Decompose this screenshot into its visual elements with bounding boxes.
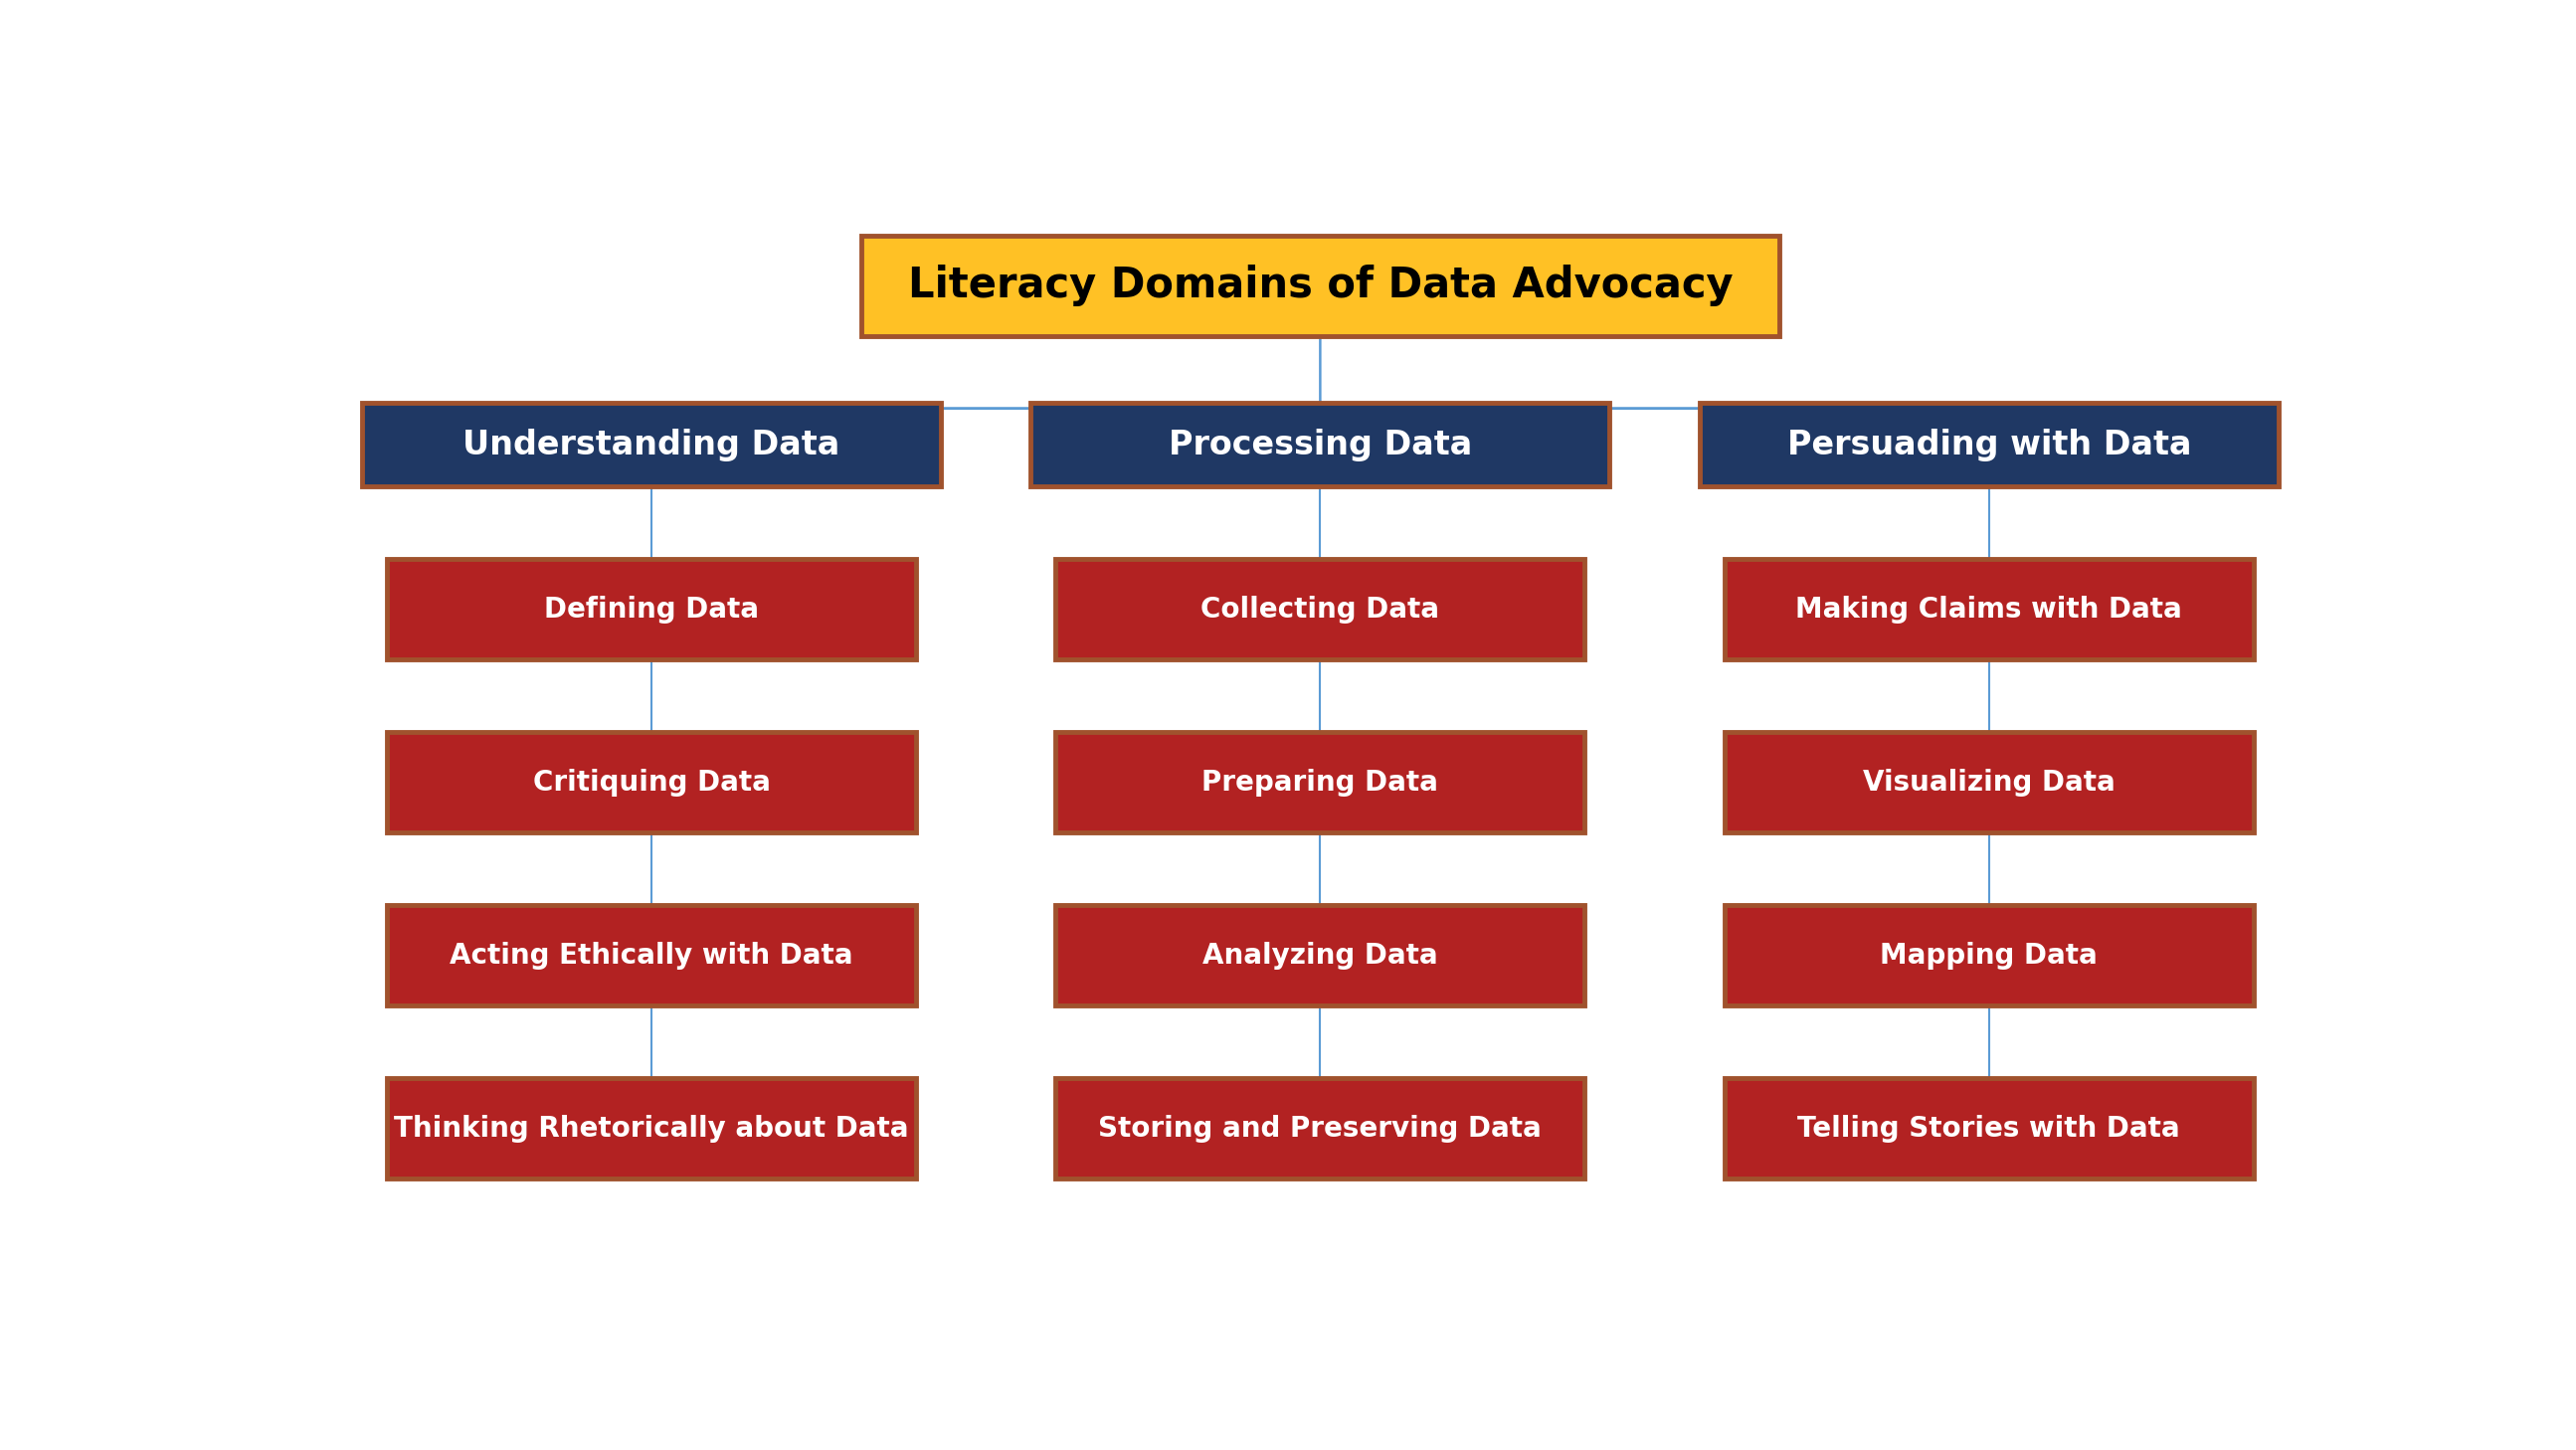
FancyBboxPatch shape — [1723, 905, 2254, 1006]
FancyBboxPatch shape — [1723, 560, 2254, 660]
Text: Preparing Data: Preparing Data — [1203, 768, 1437, 796]
FancyBboxPatch shape — [361, 403, 940, 487]
FancyBboxPatch shape — [1723, 732, 2254, 832]
Text: Analyzing Data: Analyzing Data — [1203, 941, 1437, 970]
Text: Persuading with Data: Persuading with Data — [1788, 428, 2192, 461]
Text: Visualizing Data: Visualizing Data — [1862, 768, 2115, 796]
Text: Defining Data: Defining Data — [544, 596, 760, 623]
FancyBboxPatch shape — [1030, 403, 1610, 487]
Text: Storing and Preserving Data: Storing and Preserving Data — [1097, 1115, 1543, 1143]
Text: Literacy Domains of Data Advocacy: Literacy Domains of Data Advocacy — [907, 265, 1734, 306]
FancyBboxPatch shape — [1700, 403, 2277, 487]
Text: Telling Stories with Data: Telling Stories with Data — [1798, 1115, 2179, 1143]
Text: Making Claims with Data: Making Claims with Data — [1795, 596, 2182, 623]
Text: Processing Data: Processing Data — [1170, 428, 1471, 461]
Text: Collecting Data: Collecting Data — [1200, 596, 1440, 623]
FancyBboxPatch shape — [860, 235, 1780, 336]
FancyBboxPatch shape — [1723, 1079, 2254, 1179]
FancyBboxPatch shape — [1056, 732, 1584, 832]
Text: Critiquing Data: Critiquing Data — [533, 768, 770, 796]
Text: Mapping Data: Mapping Data — [1880, 941, 2097, 970]
FancyBboxPatch shape — [1056, 1079, 1584, 1179]
FancyBboxPatch shape — [386, 732, 917, 832]
FancyBboxPatch shape — [1056, 905, 1584, 1006]
Text: Acting Ethically with Data: Acting Ethically with Data — [451, 941, 853, 970]
FancyBboxPatch shape — [386, 905, 917, 1006]
FancyBboxPatch shape — [1056, 560, 1584, 660]
Text: Understanding Data: Understanding Data — [464, 428, 840, 461]
Text: Thinking Rhetorically about Data: Thinking Rhetorically about Data — [394, 1115, 909, 1143]
FancyBboxPatch shape — [386, 560, 917, 660]
FancyBboxPatch shape — [386, 1079, 917, 1179]
